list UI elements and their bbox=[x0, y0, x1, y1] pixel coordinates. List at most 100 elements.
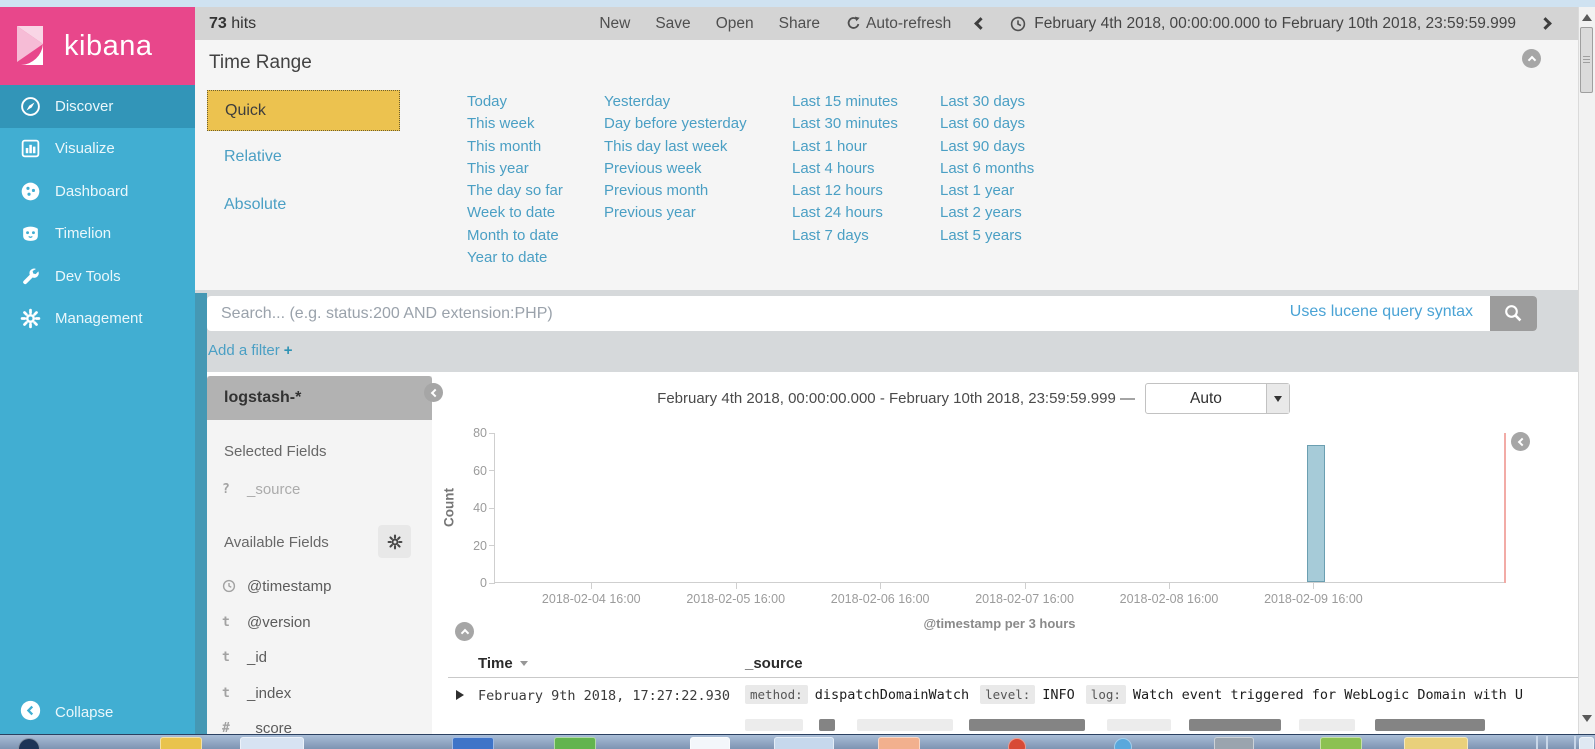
x-tick-label: 2018-02-08 16:00 bbox=[1119, 592, 1219, 606]
sidebar-item-dashboard[interactable]: Dashboard bbox=[0, 170, 195, 213]
time-range-tab-absolute[interactable]: Absolute bbox=[224, 196, 287, 213]
add-filter-button[interactable]: Add a filter + bbox=[208, 342, 292, 359]
quick-link[interactable]: Last 30 days bbox=[940, 93, 1026, 110]
table-row[interactable]: February 9th 2018, 17:27:22.930 method: di… bbox=[448, 680, 1578, 710]
interval-select[interactable]: Auto bbox=[1145, 383, 1290, 414]
quick-link[interactable]: The day so far bbox=[467, 182, 563, 200]
quick-link[interactable]: Last 1 year bbox=[940, 182, 1015, 200]
search-button[interactable] bbox=[1490, 296, 1537, 331]
app-lightblue-icon[interactable] bbox=[1114, 738, 1132, 749]
save-button[interactable]: Save bbox=[655, 14, 691, 32]
scrollbar-thumb[interactable] bbox=[1580, 27, 1593, 93]
quick-link[interactable]: Previous year bbox=[604, 204, 696, 222]
quick-link[interactable]: Previous week bbox=[604, 159, 702, 177]
sidebar-item-visualize[interactable]: Visualize bbox=[0, 128, 195, 171]
quick-link[interactable]: Week to date bbox=[467, 204, 556, 222]
collapse-timepicker-button[interactable] bbox=[1522, 49, 1541, 68]
quick-links-column: Last 15 minutes Last 30 minutes Last 1 hou… bbox=[792, 91, 898, 247]
quick-link[interactable]: Last 90 days bbox=[940, 137, 1026, 155]
clipped-row-fragment bbox=[1375, 719, 1485, 731]
app-gray-icon[interactable] bbox=[1214, 737, 1254, 749]
time-range-tab-relative[interactable]: Relative bbox=[224, 148, 282, 165]
share-button[interactable]: Share bbox=[778, 14, 820, 32]
sidebar-item-dev-tools[interactable]: Dev Tools bbox=[0, 255, 195, 298]
field-_score[interactable]: # _score bbox=[207, 719, 432, 734]
selected-fields-heading: Selected Fields bbox=[224, 443, 327, 460]
browser-scrollbar[interactable] bbox=[1578, 7, 1595, 734]
index-pattern-selector[interactable]: logstash-* bbox=[207, 376, 432, 420]
quick-link[interactable]: This day last week bbox=[604, 137, 728, 155]
app-green2-icon[interactable] bbox=[1320, 737, 1362, 749]
gear-icon bbox=[20, 308, 41, 329]
folder-icon[interactable] bbox=[160, 737, 202, 749]
show-desktop-icon[interactable] bbox=[1579, 737, 1594, 749]
x-tick-mark bbox=[1024, 583, 1026, 589]
quick-link[interactable]: This month bbox=[467, 137, 542, 155]
field-key-badge: method: bbox=[745, 685, 808, 704]
scroll-up-arrow[interactable] bbox=[1582, 14, 1592, 21]
time-step-forward-button[interactable] bbox=[1539, 17, 1552, 30]
quick-link[interactable]: Last 2 years bbox=[940, 204, 1022, 222]
explorer-window-icon[interactable] bbox=[240, 737, 304, 749]
folder2-icon[interactable] bbox=[1404, 737, 1468, 749]
lucene-syntax-link[interactable]: Uses lucene query syntax bbox=[1289, 303, 1473, 320]
search-input[interactable] bbox=[207, 296, 1537, 331]
quick-link[interactable]: This week bbox=[467, 115, 535, 133]
fields-settings-button[interactable] bbox=[378, 525, 411, 558]
app-white-icon[interactable] bbox=[690, 737, 730, 749]
app-red-icon[interactable] bbox=[1008, 738, 1026, 749]
quick-link[interactable]: Last 5 years bbox=[940, 226, 1022, 244]
quick-link[interactable]: Month to date bbox=[467, 226, 559, 244]
quick-link[interactable]: Last 24 hours bbox=[792, 204, 883, 222]
field-@version[interactable]: t @version bbox=[207, 613, 432, 637]
quick-link[interactable]: Last 60 days bbox=[940, 115, 1026, 133]
expand-row-icon[interactable] bbox=[456, 690, 464, 700]
os-taskbar[interactable] bbox=[0, 734, 1595, 749]
app-green-icon[interactable] bbox=[554, 737, 596, 749]
sidebar-item-management[interactable]: Management bbox=[0, 298, 195, 341]
field-_source[interactable]: ? _source bbox=[207, 480, 432, 504]
start-orb-icon[interactable] bbox=[18, 738, 40, 749]
quick-link[interactable]: Today bbox=[467, 93, 508, 110]
auto-refresh-button[interactable]: Auto-refresh bbox=[845, 15, 951, 33]
time-range-picker[interactable]: February 4th 2018, 00:00:00.000 to Febru… bbox=[1010, 15, 1516, 33]
dashboard-icon bbox=[20, 181, 41, 202]
sidebar-item-timelion[interactable]: Timelion bbox=[0, 213, 195, 256]
collapse-fields-panel-button[interactable] bbox=[424, 383, 443, 402]
quick-link[interactable]: Last 7 days bbox=[792, 226, 869, 244]
scroll-down-arrow[interactable] bbox=[1582, 715, 1592, 722]
field-@timestamp[interactable]: @timestamp bbox=[207, 577, 432, 601]
quick-link[interactable]: Last 1 hour bbox=[792, 137, 868, 155]
collapse-right-button[interactable] bbox=[1511, 432, 1530, 451]
quick-link[interactable]: Year to date bbox=[467, 249, 548, 267]
app-blue-icon[interactable] bbox=[452, 737, 494, 749]
time-range-panel: Time Range Quick Relative Absolute Today Th… bbox=[195, 40, 1578, 290]
column-header-time[interactable]: Time bbox=[478, 655, 528, 672]
taskbar-separator bbox=[1536, 736, 1538, 749]
quick-link[interactable]: Previous month bbox=[604, 182, 709, 200]
y-tick-label: 0 bbox=[480, 576, 487, 590]
time-step-back-button[interactable] bbox=[974, 17, 988, 30]
new-button[interactable]: New bbox=[599, 14, 631, 32]
quick-link[interactable]: This year bbox=[467, 159, 529, 177]
quick-link[interactable]: Last 15 minutes bbox=[792, 93, 898, 110]
quick-link[interactable]: Last 4 hours bbox=[792, 159, 875, 177]
quick-link[interactable]: Last 6 months bbox=[940, 159, 1035, 177]
quick-link[interactable]: Last 12 hours bbox=[792, 182, 883, 200]
quick-link[interactable]: Last 30 minutes bbox=[792, 115, 898, 133]
quick-link[interactable]: Yesterday bbox=[604, 93, 671, 110]
sidebar-collapse-button[interactable]: Collapse bbox=[0, 691, 195, 734]
field-_index[interactable]: t _index bbox=[207, 684, 432, 708]
time-range-tab-quick[interactable]: Quick bbox=[207, 90, 400, 131]
kibana-logo[interactable]: kibana bbox=[0, 7, 195, 85]
collapse-histogram-button[interactable] bbox=[455, 622, 474, 641]
field-_id[interactable]: t _id bbox=[207, 648, 432, 672]
app-peach-icon[interactable] bbox=[878, 737, 920, 749]
open-button[interactable]: Open bbox=[715, 14, 754, 32]
app-frame-icon[interactable] bbox=[774, 737, 834, 749]
histogram-bar[interactable] bbox=[1307, 445, 1326, 582]
select-dropdown-button[interactable] bbox=[1266, 384, 1289, 413]
sidebar-item-discover[interactable]: Discover bbox=[0, 85, 195, 128]
quick-link[interactable]: Day before yesterday bbox=[604, 115, 747, 133]
clipped-row-fragment bbox=[819, 719, 835, 731]
